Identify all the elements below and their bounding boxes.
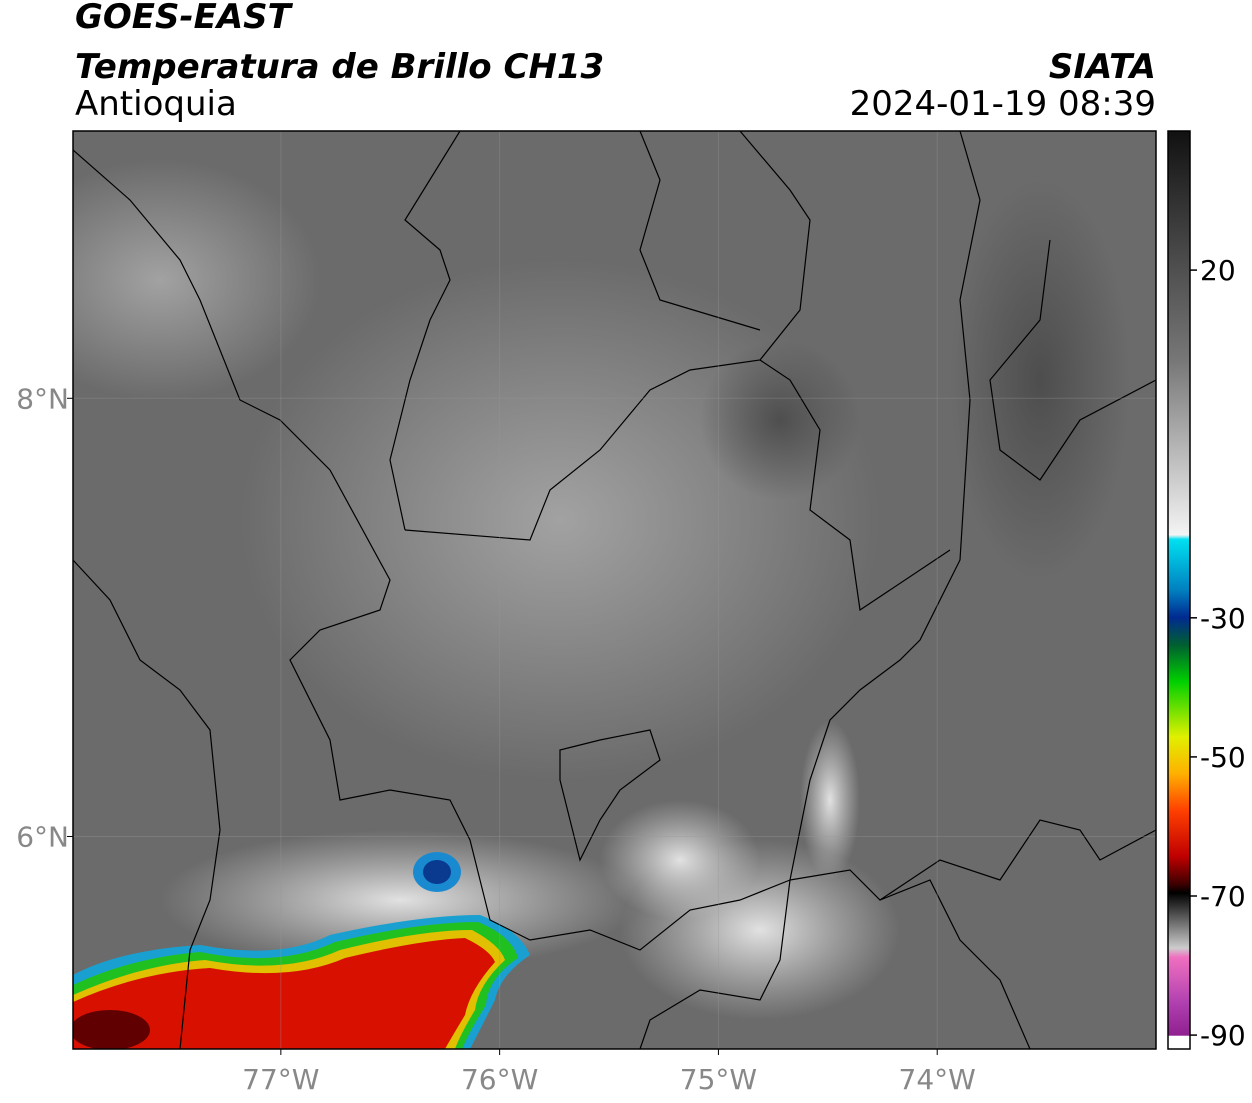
border [759,359,951,612]
x-tick-label: 75°W [680,1063,757,1096]
cold-cloud [423,860,451,884]
border [989,239,1156,481]
colorbar-tick-label: -50 [1200,741,1246,774]
x-tick-label: 77°W [242,1063,319,1096]
cold-cloud [73,938,495,1049]
x-tick-label: 74°W [899,1063,976,1096]
border [639,131,761,331]
source: SIATA [1049,47,1156,87]
border [389,131,461,531]
region: Antioquia [75,84,237,124]
map-frame [72,130,1157,1050]
border [73,559,221,1049]
border [879,819,1156,901]
datetime: 2024-01-19 08:39 [850,84,1156,124]
colorbar-tick-label: -70 [1200,880,1246,913]
cloud [600,800,760,920]
border [789,869,1031,1049]
cold-cloud [73,1010,150,1049]
colorbar [1167,130,1191,1050]
border [404,131,811,541]
title: GOES-EAST [75,0,294,37]
border [559,729,661,862]
border [73,131,981,951]
subtitle: Temperatura de Brillo CH13 [75,47,604,87]
x-tick-label: 76°W [461,1063,538,1096]
border [639,879,791,1049]
colorbar-tick-label: -90 [1200,1019,1246,1052]
y-tick-label: 8°N [16,382,69,415]
y-tick-label: 6°N [16,820,69,853]
cloud [240,260,880,780]
cloud [73,160,320,400]
colorbar-tick-label: 20 [1200,254,1236,287]
dark-area [950,180,1130,580]
dark-area [700,340,860,500]
graticule [73,131,1156,1049]
colorbar-tick-label: -30 [1200,602,1246,635]
satellite-image [73,131,1156,1049]
cloud [800,720,860,880]
